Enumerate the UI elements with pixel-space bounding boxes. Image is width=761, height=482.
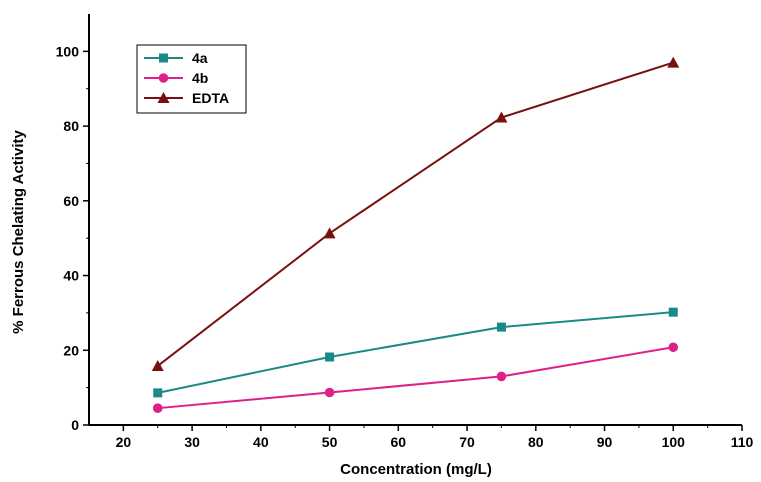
legend-marker <box>158 73 169 83</box>
legend-label: EDTA <box>192 90 229 106</box>
legend-item-edta: EDTA <box>144 90 229 106</box>
data-point-edta <box>323 227 336 239</box>
data-point-4a <box>496 322 506 332</box>
legend-marker <box>157 92 170 103</box>
y-tick-label: 80 <box>63 118 79 134</box>
data-point-4a <box>668 307 678 317</box>
legend-label: 4b <box>192 70 208 86</box>
x-tick-label: 60 <box>391 434 407 450</box>
series-line-4a <box>157 311 674 394</box>
y-tick-label: 20 <box>63 342 79 358</box>
data-point-4b <box>668 342 679 353</box>
x-tick-label: 40 <box>253 434 269 450</box>
y-tick-label: 40 <box>63 268 79 284</box>
legend-item-4a: 4a <box>144 50 208 66</box>
data-point-edta <box>495 111 508 123</box>
x-tick-label: 110 <box>731 434 754 450</box>
series-4a <box>153 307 678 398</box>
series-line-4b <box>157 346 674 410</box>
series-layer <box>151 56 680 413</box>
x-axis-title: Concentration (mg/L) <box>340 461 492 478</box>
data-point-edta <box>667 56 680 68</box>
x-tick-label: 100 <box>662 434 686 450</box>
legend-label: 4a <box>192 50 208 66</box>
y-axis-title: % Ferrous Chelating Activity <box>10 130 27 334</box>
y-axis-ticks: 0 20 40 60 80 100 <box>56 43 89 433</box>
axes <box>88 14 742 426</box>
x-tick-label: 20 <box>116 434 132 450</box>
y-tick-label: 60 <box>63 193 79 209</box>
series-4b <box>152 342 679 413</box>
y-tick-label: 0 <box>71 417 79 433</box>
series-edta <box>151 56 680 371</box>
x-tick-label: 90 <box>597 434 613 450</box>
x-tick-label: 50 <box>322 434 338 450</box>
x-axis-ticks: 20 30 40 50 60 70 80 90 100 110 <box>116 425 754 450</box>
x-tick-label: 30 <box>184 434 200 450</box>
y-tick-label: 100 <box>56 43 80 59</box>
data-point-4b <box>152 403 163 413</box>
data-point-edta <box>151 359 164 371</box>
legend-marker <box>159 53 168 63</box>
x-tick-label: 80 <box>528 434 544 450</box>
data-point-4b <box>496 371 507 382</box>
x-tick-label: 70 <box>459 434 475 450</box>
data-point-4a <box>153 388 163 398</box>
series-line-edta <box>157 61 674 367</box>
legend: 4a 4b EDTA <box>136 44 247 114</box>
data-point-4b <box>324 387 335 398</box>
legend-item-4b: 4b <box>144 70 208 86</box>
data-point-4a <box>325 352 335 362</box>
